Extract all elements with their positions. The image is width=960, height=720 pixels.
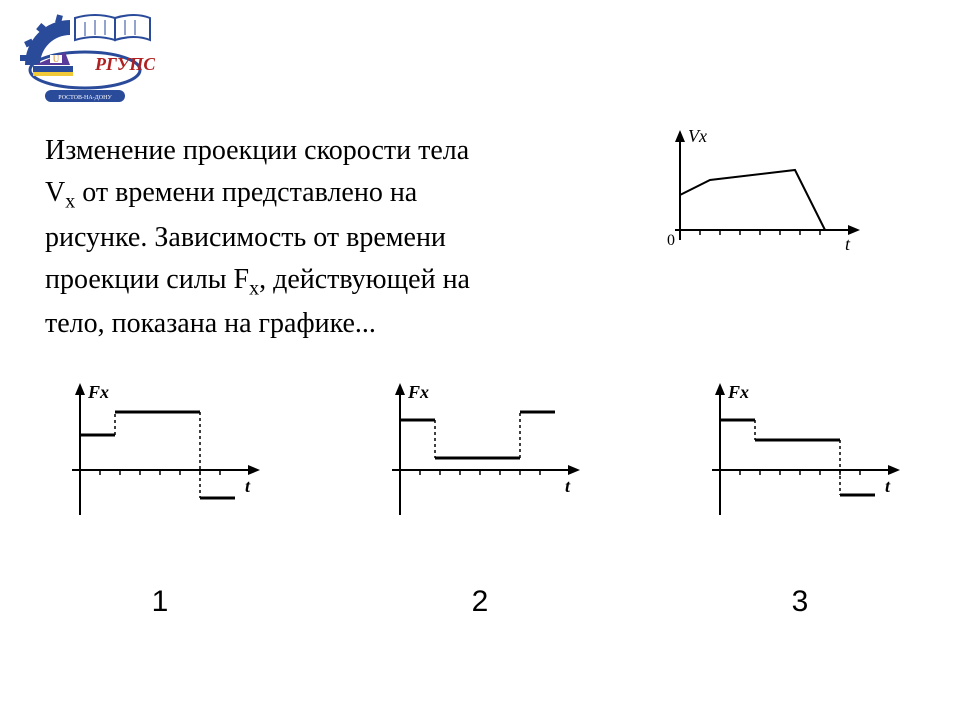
ribbon-icon: РОСТОВ-НА-ДОНУ: [45, 90, 125, 102]
problem-var-v: V: [45, 177, 65, 208]
answer-option-3: Fx t 3: [670, 380, 930, 619]
problem-line-4b: , действующей на: [259, 264, 470, 295]
answer-option-1: Fx t 1: [30, 380, 290, 619]
subscript-x-2: x: [249, 277, 259, 299]
answer-label-3: 3: [670, 585, 930, 619]
svg-text:t: t: [245, 476, 251, 496]
problem-statement: Изменение проекции скорости тела Vx от в…: [45, 130, 645, 345]
answer-option-2: Fx t 2: [350, 380, 610, 619]
subscript-x: x: [65, 191, 75, 213]
svg-text:0: 0: [667, 232, 675, 249]
answer-label-1: 1: [30, 585, 290, 619]
svg-text:t: t: [885, 476, 891, 496]
svg-text:Vx: Vx: [688, 130, 707, 146]
svg-text:Fx: Fx: [727, 382, 749, 402]
answer-options: Fx t 1 Fx t 2 Fx t 3: [0, 380, 960, 619]
problem-line-2b: от времени представлено на: [75, 177, 417, 208]
logo-text: РГУПС: [94, 54, 155, 74]
logo-letter: U: [53, 54, 60, 64]
svg-text:Fx: Fx: [407, 382, 429, 402]
svg-text:t: t: [565, 476, 571, 496]
answer-label-2: 2: [350, 585, 610, 619]
book-icon: [75, 15, 150, 40]
svg-text:t: t: [845, 234, 851, 254]
svg-text:РОСТОВ-НА-ДОНУ: РОСТОВ-НА-ДОНУ: [58, 95, 112, 101]
problem-line-3: рисунке. Зависимость от времени: [45, 222, 446, 253]
univ-logo: U РГУПС РОСТОВ-НА-ДОНУ: [15, 10, 155, 125]
problem-line-5: тело, показана на графике...: [45, 308, 376, 339]
problem-line-1: Изменение проекции скорости тела: [45, 135, 469, 166]
velocity-graph: Vx 0 t: [665, 130, 865, 265]
problem-line-4a: проекции силы F: [45, 264, 249, 295]
svg-text:Fx: Fx: [87, 382, 109, 402]
